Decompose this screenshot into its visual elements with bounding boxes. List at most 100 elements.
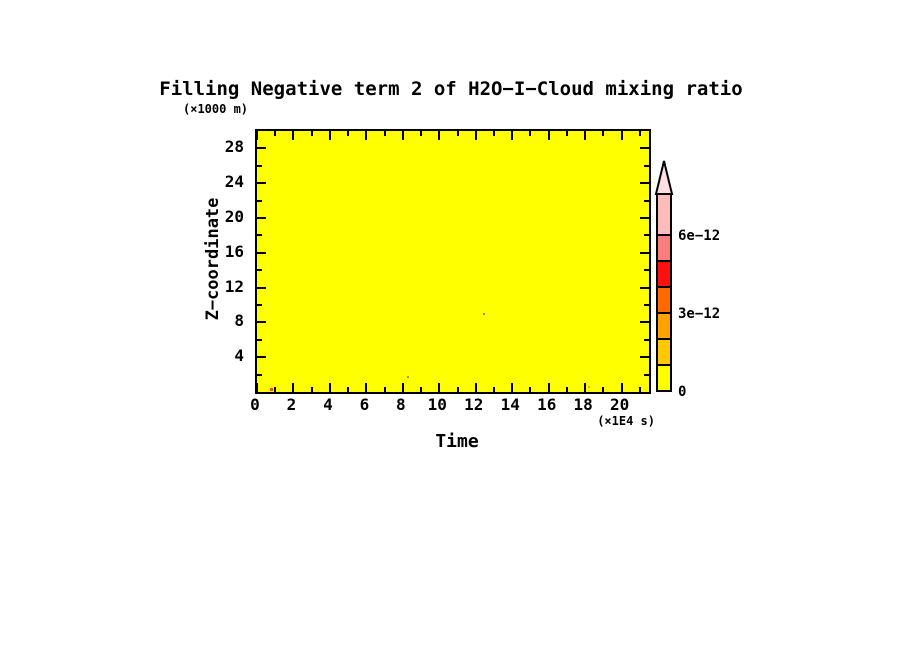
x-major-tick [584,383,587,392]
x-minor-tick [565,131,568,136]
y-axis-units-label: (×1000 m) [183,102,249,116]
y-major-tick [640,217,649,219]
colorbar-segment [658,364,670,390]
x-minor-tick [310,131,313,136]
x-minor-tick [602,131,605,136]
x-major-tick [401,131,404,140]
x-minor-tick [310,387,313,392]
x-minor-tick [493,131,496,136]
y-major-tick [257,147,266,150]
x-major-tick [584,131,587,140]
colorbar-overflow-arrow-icon [654,160,674,195]
x-minor-tick [456,387,459,392]
y-minor-tick [644,234,649,237]
colorbar-segment [658,234,670,260]
x-minor-tick [529,387,532,392]
y-minor-tick [644,304,649,306]
y-tick-label: 20 [224,207,244,226]
y-minor-tick [644,373,649,376]
x-tick-label: 2 [286,395,297,414]
x-minor-tick [274,387,277,392]
trace-speck [483,313,485,315]
plot-area [255,129,651,394]
x-tick-label: 0 [250,395,260,414]
y-tick-label: 12 [224,276,244,296]
y-major-tick [257,217,266,219]
x-major-tick [292,383,295,392]
y-major-tick [640,321,649,324]
x-major-tick [328,383,331,392]
x-tick-label: 4 [323,395,333,414]
y-major-tick [640,182,649,185]
y-major-tick [640,286,649,289]
colorbar-tick-label: 6e−12 [678,228,721,244]
x-major-tick [511,131,514,140]
x-major-tick [365,131,368,140]
y-minor-tick [257,304,262,306]
x-major-tick [328,131,331,140]
colorbar-tick-label: 0 [678,384,687,400]
y-minor-tick [257,338,262,341]
x-major-tick [474,131,477,140]
y-minor-tick [644,269,649,272]
x-tick-label: 6 [359,395,370,414]
trace-speck [588,386,590,388]
y-major-tick [257,251,266,254]
x-minor-tick [529,131,532,136]
x-major-tick [292,131,295,140]
colorbar-tick-label: 3e−12 [678,306,721,322]
colorbar [656,193,672,392]
x-major-tick [547,131,550,140]
x-tick-label: 16 [537,395,557,414]
x-major-tick [401,383,404,392]
x-major-tick [256,383,258,392]
x-major-tick [365,383,368,392]
y-major-tick [640,356,649,359]
x-minor-tick [347,387,350,392]
x-minor-tick [602,387,605,392]
y-minor-tick [257,164,262,167]
x-minor-tick [347,131,350,136]
x-minor-tick [420,387,423,392]
x-tick-label: 20 [610,395,630,414]
x-tick-label: 18 [573,395,593,414]
y-major-tick [257,286,266,289]
x-major-tick [620,383,623,392]
y-minor-tick [644,164,649,167]
colorbar-segment [658,195,670,234]
y-tick-label: 4 [234,346,244,366]
y-tick-label: 28 [224,137,244,157]
y-major-tick [640,251,649,254]
x-tick-label: 10 [427,395,447,414]
x-axis-units-label: (×1E4 s) [597,414,655,428]
x-major-tick [620,131,623,140]
x-minor-tick [638,131,641,136]
x-minor-tick [493,387,496,392]
x-axis-title: Time [435,431,479,452]
colorbar-segment [658,338,670,364]
x-minor-tick [274,131,277,136]
y-minor-tick [257,199,262,202]
y-minor-tick [644,338,649,341]
trace-speck [270,388,273,391]
y-minor-tick [257,269,262,272]
colorbar-segment [658,286,670,312]
y-tick-label: 8 [234,311,244,331]
x-minor-tick [456,131,459,136]
x-major-tick [438,383,441,392]
x-minor-tick [638,387,641,392]
x-major-tick [511,383,514,392]
x-major-tick [474,383,477,392]
trace-speck [407,376,409,378]
x-minor-tick [383,387,386,392]
x-tick-label: 14 [500,395,520,414]
y-tick-label: 16 [224,241,244,261]
y-tick-label: 24 [224,172,244,192]
x-minor-tick [420,131,423,136]
colorbar-segment [658,312,670,338]
x-tick-label: 8 [396,395,406,414]
y-major-tick [257,356,266,359]
x-major-tick [256,131,258,140]
x-tick-label: 12 [464,395,484,414]
